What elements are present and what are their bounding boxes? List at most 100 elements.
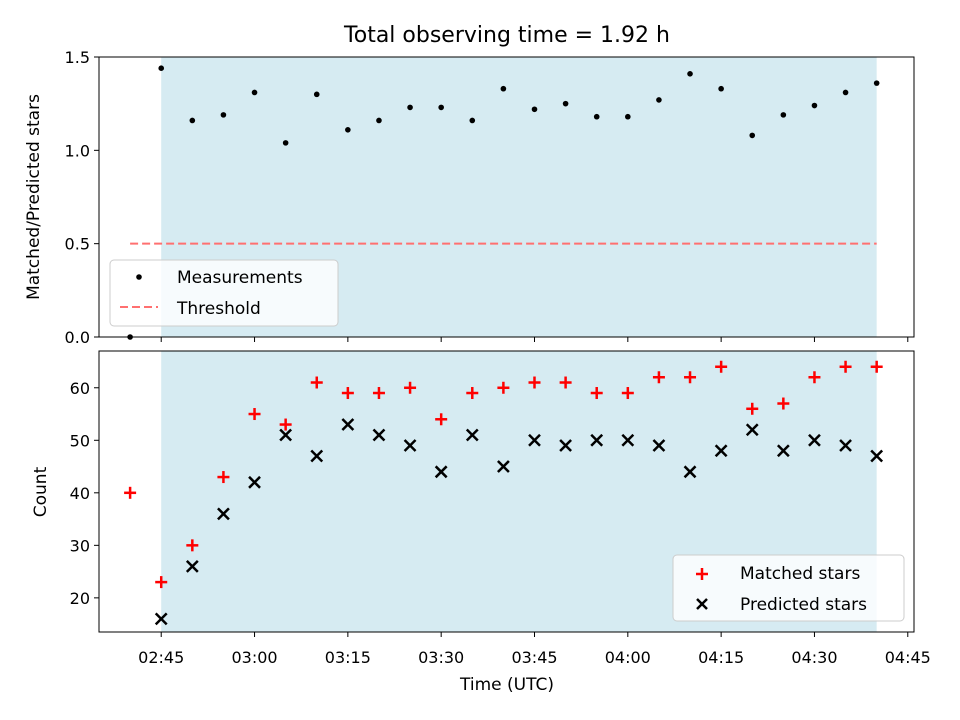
predicted-stars-point [434, 465, 448, 479]
x-stroke [590, 433, 604, 447]
measurement-point [469, 117, 476, 124]
predicted-stars-point [559, 439, 572, 452]
measurement-point [220, 112, 227, 118]
predicted-stars-point [279, 428, 293, 442]
bottom-panel: 20 30 40 50 60 02:45 03:00 03:15 03:30 03:45 04:0… [31, 350, 931, 695]
measurement-point [718, 85, 724, 92]
measurement-point [407, 104, 413, 111]
measurement-point [251, 89, 258, 96]
matched-stars-point [590, 387, 603, 400]
measurement-point [656, 97, 662, 103]
predicted-stars-point [248, 475, 261, 489]
x-stroke [372, 428, 386, 442]
predicted-stars-point [776, 444, 790, 458]
legend-label: Predicted stars [740, 595, 867, 615]
x-stroke [559, 439, 572, 452]
x-stroke [341, 418, 355, 431]
measurement-point [562, 100, 569, 107]
x-tick-label: 03:45 [511, 648, 557, 667]
x-stroke [434, 465, 448, 479]
predicted-stars-point [217, 507, 230, 521]
measurement-point [780, 112, 787, 118]
y-tick-label: 0.0 [65, 328, 90, 347]
x-tick-label: 03:30 [418, 648, 464, 667]
predicted-stars-point [372, 428, 386, 442]
matched-stars-point [715, 360, 728, 373]
measurement-point [687, 71, 693, 77]
x-stroke [808, 433, 821, 447]
legend-label: Threshold [176, 299, 261, 319]
matched-stars-point [404, 381, 417, 394]
matched-stars-point [746, 402, 759, 415]
matched-stars-point [217, 471, 230, 484]
measurement-point [313, 91, 320, 98]
matched-stars-point [372, 387, 385, 400]
predicted-stars-point [870, 449, 884, 463]
y-tick-label: 40 [70, 484, 90, 503]
x-tick-label: 03:00 [231, 648, 277, 667]
matched-stars-point [870, 360, 883, 373]
x-stroke [248, 475, 261, 489]
x-stroke [403, 439, 417, 452]
measurement-point [189, 117, 196, 124]
y-tick-label: 60 [70, 379, 90, 398]
x-stroke [839, 439, 852, 452]
predicted-stars-point [528, 433, 541, 447]
x-stroke [621, 433, 635, 447]
x-stroke [714, 444, 728, 458]
y-axis-label: Matched/Predicted stars [24, 94, 44, 300]
measurement-point [593, 113, 600, 120]
matched-stars-point [248, 408, 261, 421]
legend-marker-plus [696, 568, 708, 580]
legend-box [109, 259, 339, 327]
measurement-point [749, 132, 756, 139]
x-tick-label: 04:30 [791, 648, 837, 667]
matched-stars-point [466, 387, 479, 400]
measurement-point [438, 104, 444, 111]
matched-stars-point [559, 376, 572, 389]
legend-marker-dot [136, 274, 142, 280]
x-stroke [217, 507, 230, 521]
matched-stars-point [310, 376, 323, 389]
measurement-point [158, 65, 165, 71]
predicted-stars-point [745, 423, 759, 437]
legend-box [672, 554, 905, 622]
y-tick-label: 0.5 [65, 235, 90, 254]
predicted-stars-point [154, 612, 168, 626]
measurement-point [811, 102, 818, 109]
matched-stars-point [497, 381, 510, 394]
predicted-stars-point [839, 439, 852, 452]
measurement-point [842, 89, 849, 96]
x-stroke [528, 433, 541, 447]
matched-stars-point [684, 371, 697, 384]
legend: Measurements Threshold [109, 259, 339, 327]
x-stroke [310, 449, 324, 463]
matched-stars-point [124, 486, 137, 499]
matched-stars-point [652, 371, 665, 384]
measurement-point [345, 127, 351, 133]
y-tick-label: 1.5 [65, 48, 90, 67]
predicted-stars-point [403, 439, 417, 452]
predicted-stars-point [808, 433, 821, 447]
x-stroke [154, 612, 168, 626]
matched-stars-point [621, 387, 634, 400]
predicted-stars-point [714, 444, 728, 458]
plot-frame [98, 350, 915, 633]
x-tick-label: 04:00 [605, 648, 651, 667]
x-stroke [776, 444, 790, 458]
x-stroke [185, 559, 199, 573]
predicted-stars-point [683, 465, 697, 479]
predicted-stars-point [310, 449, 324, 463]
matched-stars-point [155, 576, 168, 589]
x-stroke [745, 423, 759, 437]
predicted-stars-point [652, 439, 666, 452]
top-panel: Total observing time = 1.92 h 0.0 0.5 1.0 1… [24, 23, 915, 347]
measurement-point [376, 117, 382, 124]
legend: Matched stars Predicted stars [672, 554, 905, 622]
matched-stars-point [808, 371, 821, 384]
predicted-stars-point [497, 460, 510, 473]
y-tick-label: 50 [70, 431, 90, 450]
measurement-point [500, 85, 507, 92]
chart-title: Total observing time = 1.92 h [343, 23, 670, 48]
